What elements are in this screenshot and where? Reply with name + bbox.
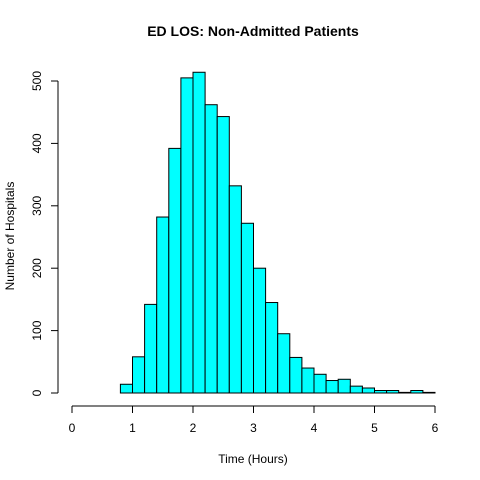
histogram-bar [301, 367, 315, 394]
x-tick-label: 6 [432, 421, 439, 435]
histogram-bar [325, 380, 339, 394]
histogram-bar [144, 303, 158, 394]
y-tick-label: 0 [30, 389, 44, 396]
histogram-bar [289, 356, 303, 394]
histogram-bar [361, 387, 375, 394]
y-tick-label: 200 [30, 258, 44, 278]
histogram-bar [313, 373, 327, 394]
x-axis-label: Time (Hours) [218, 452, 288, 466]
histogram-bars [119, 71, 436, 394]
x-tick-label: 4 [311, 421, 318, 435]
histogram-bar [422, 391, 436, 394]
y-axis-label: Number of Hospitals [3, 182, 17, 291]
y-tick-label: 500 [30, 71, 44, 91]
histogram-bar [410, 390, 424, 394]
y-tick-label: 400 [30, 133, 44, 153]
y-tick-label: 100 [30, 320, 44, 340]
x-tick-label: 5 [371, 421, 378, 435]
histogram-bar [240, 222, 254, 394]
y-axis: 0 100 200 300 400 500 [30, 71, 59, 396]
histogram-bar [386, 390, 400, 394]
histogram-bar [398, 391, 412, 394]
chart-title: ED LOS: Non-Admitted Patients [147, 23, 359, 39]
histogram-bar [216, 116, 230, 394]
histogram-bar [349, 385, 363, 394]
x-tick-label: 3 [250, 421, 257, 435]
x-tick-label: 0 [69, 421, 76, 435]
histogram-bar [180, 77, 194, 394]
histogram-bar [374, 390, 388, 394]
histogram-bar [119, 383, 134, 394]
histogram-bar [277, 333, 291, 394]
x-axis: 0 1 2 3 4 5 6 [69, 405, 439, 435]
x-tick-label: 1 [129, 421, 136, 435]
y-tick-label: 300 [30, 195, 44, 215]
histogram-bar [132, 356, 146, 394]
histogram-bar [253, 267, 267, 394]
histogram-bar [204, 104, 218, 394]
histogram-bar [192, 71, 206, 394]
histogram-bar [337, 378, 351, 394]
histogram-bar [156, 216, 170, 394]
histogram-bar [228, 185, 242, 394]
x-tick-label: 2 [190, 421, 197, 435]
histogram-bar [168, 147, 182, 394]
histogram-bar [265, 302, 279, 394]
